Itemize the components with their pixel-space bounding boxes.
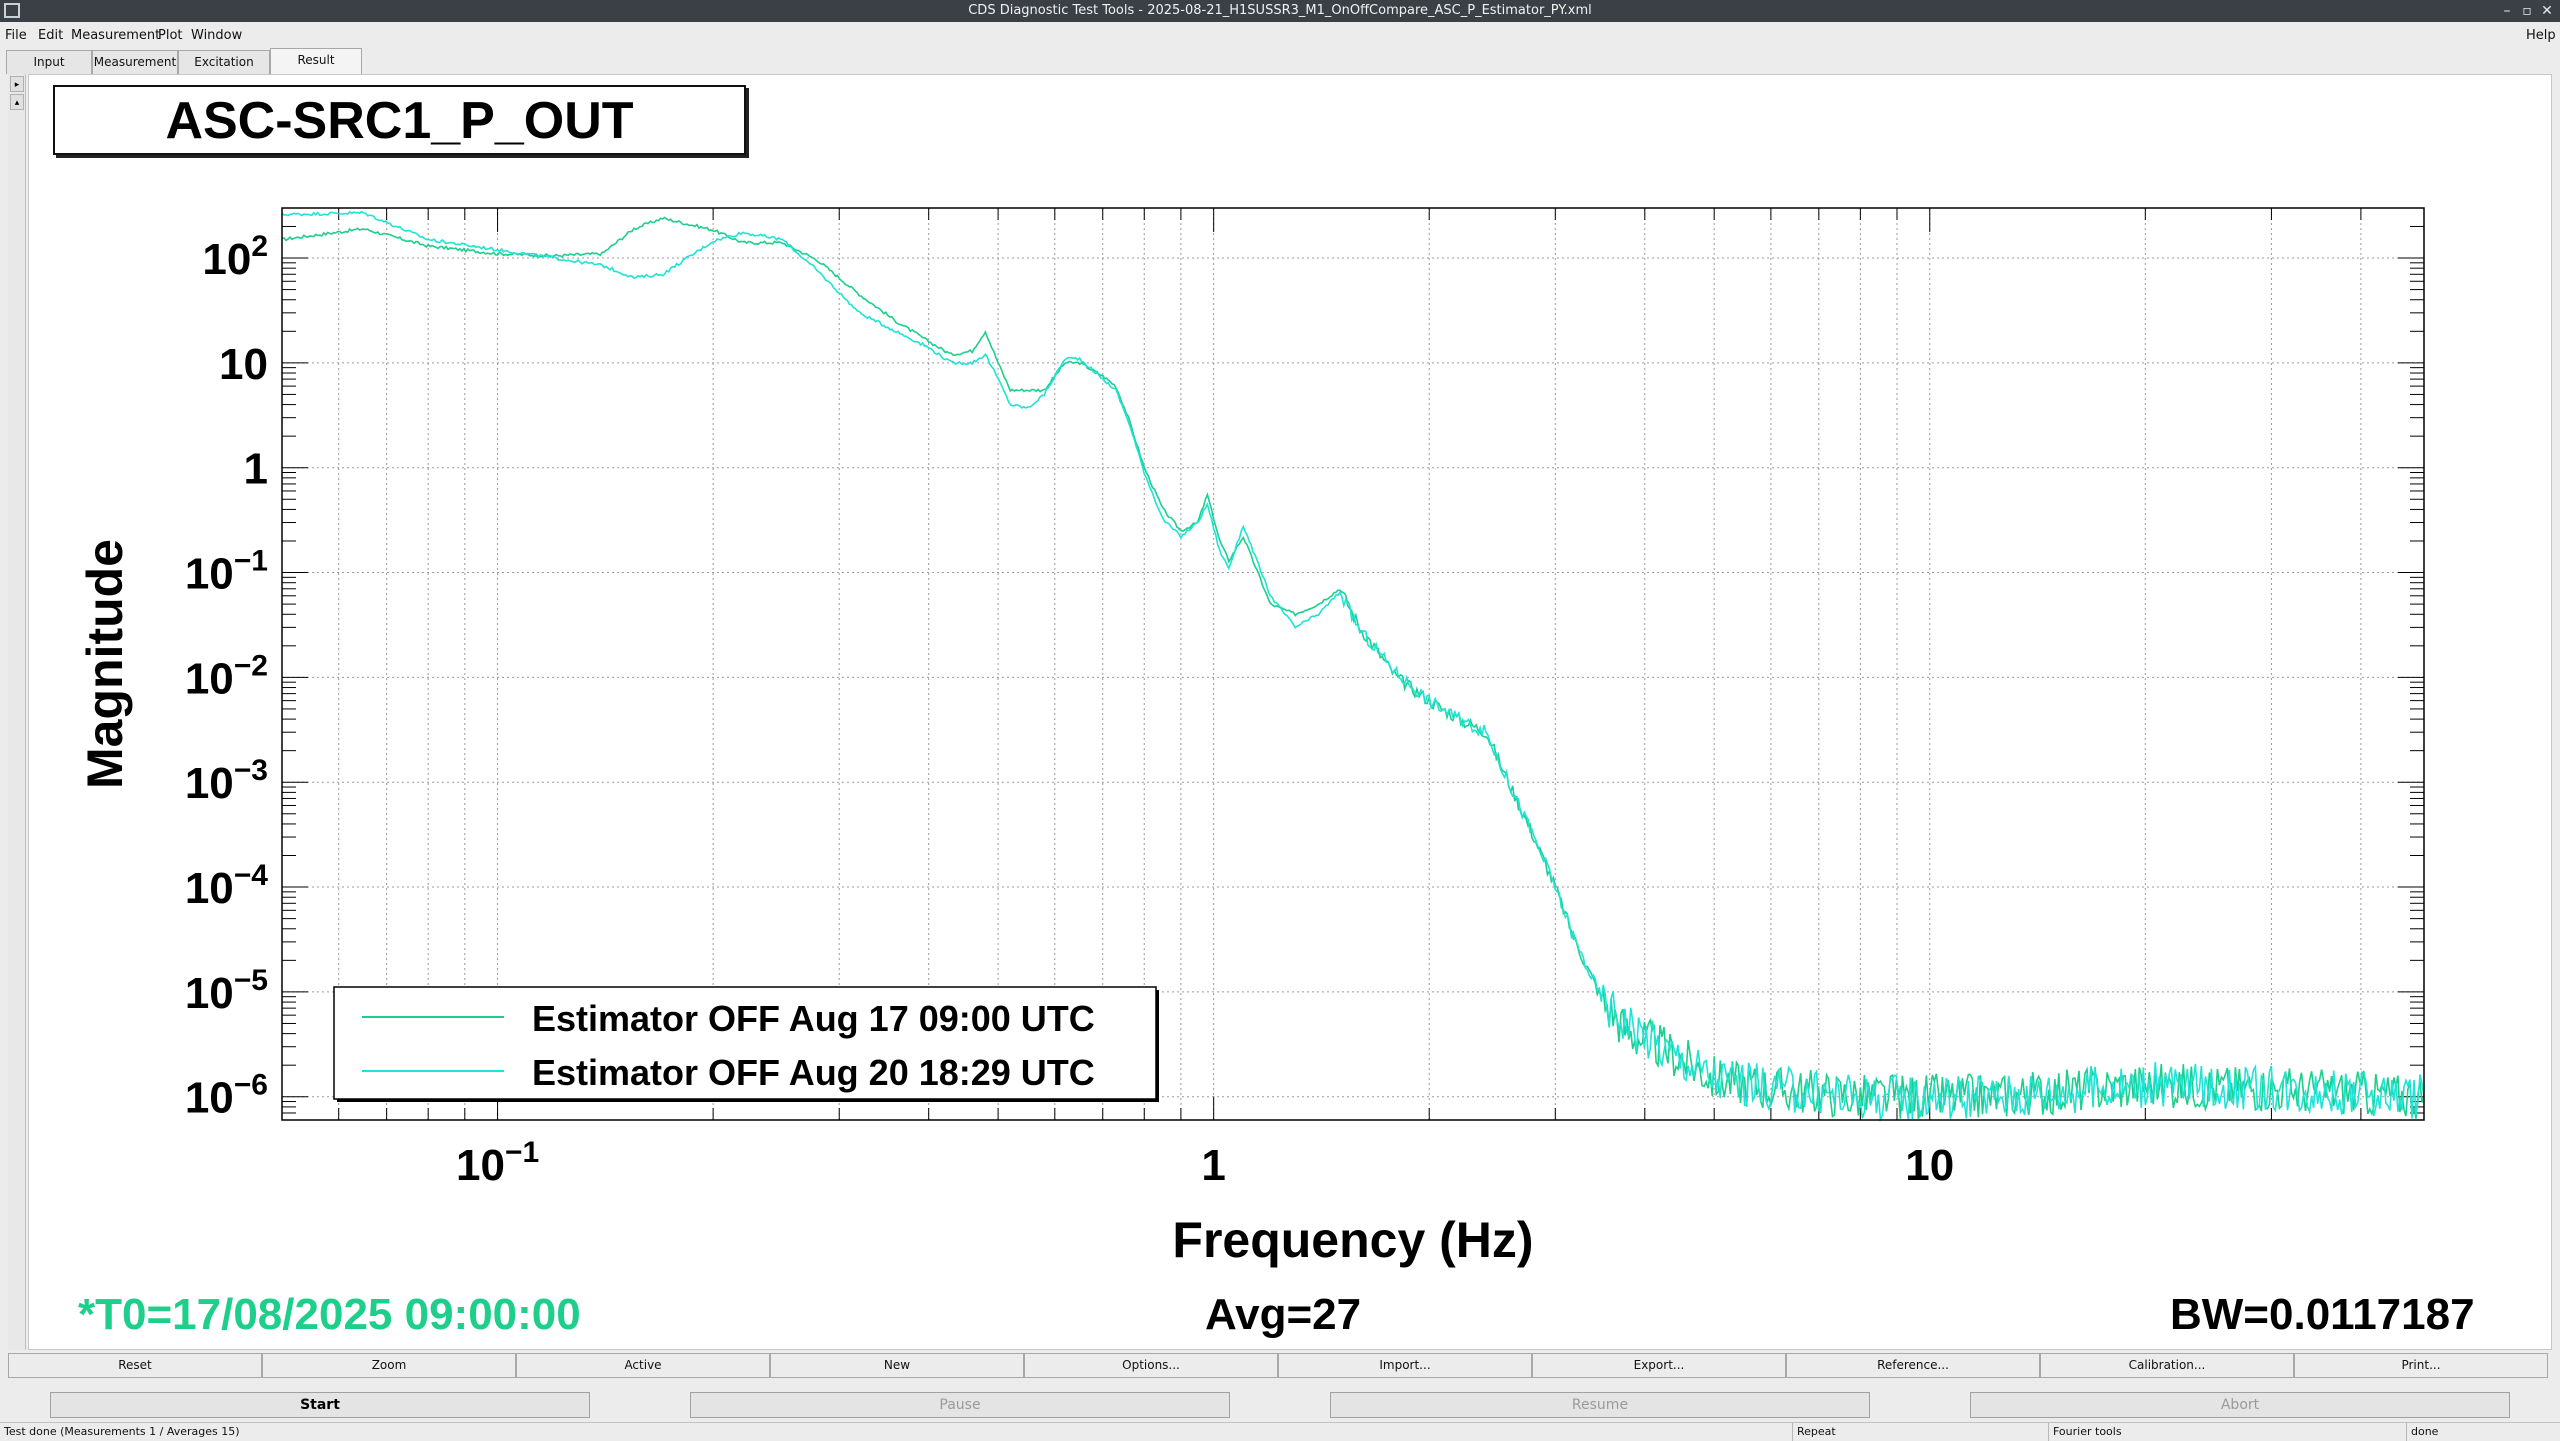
y-tick-label: 10 bbox=[219, 340, 268, 389]
scroll-right-arrow-icon[interactable]: ▸ bbox=[10, 76, 24, 92]
x-tick-label: 10−1 bbox=[456, 1136, 539, 1190]
status-tool: Fourier tools bbox=[2049, 1423, 2407, 1441]
y-tick-label: 1 bbox=[244, 445, 268, 494]
y-tick-label: 10−1 bbox=[185, 545, 268, 599]
chart-title: ASC-SRC1_P_OUT bbox=[165, 92, 634, 150]
new-button[interactable]: New bbox=[770, 1353, 1024, 1378]
x-tick-label: 10 bbox=[1905, 1141, 1954, 1190]
t0-label: *T0=17/08/2025 09:00:00 bbox=[78, 1290, 581, 1339]
window-title: CDS Diagnostic Test Tools - 2025-08-21_H… bbox=[968, 3, 1592, 18]
plot-canvas[interactable]: 10−1 1 10 102 10 1 10−1 10−2 10−3 10−4 10−5 10−6 Fre… bbox=[28, 74, 2552, 1350]
tab-excitation[interactable]: Excitation bbox=[178, 50, 270, 74]
app-icon bbox=[4, 3, 20, 18]
reference-button[interactable]: Reference... bbox=[1786, 1353, 2040, 1378]
menu-measurement[interactable]: Measurement bbox=[71, 28, 161, 43]
status-state: done bbox=[2411, 1425, 2439, 1438]
menu-bar: File Edit Measurement Plot Window Help bbox=[0, 22, 2560, 48]
series-trace-2 bbox=[281, 210, 2425, 1123]
plot-button-row: Reset Zoom Active New Options... Import.… bbox=[8, 1353, 2556, 1378]
menu-edit[interactable]: Edit bbox=[38, 28, 64, 43]
menu-window[interactable]: Window bbox=[191, 28, 243, 43]
zoom-button[interactable]: Zoom bbox=[262, 1353, 516, 1378]
reset-button[interactable]: Reset bbox=[8, 1353, 262, 1378]
status-message: Test done (Measurements 1 / Averages 15) bbox=[0, 1423, 1793, 1441]
tab-bar: Input Measurement Excitation Result bbox=[0, 48, 2560, 74]
y-tick-label: 10−2 bbox=[185, 649, 268, 703]
import-button[interactable]: Import... bbox=[1278, 1353, 1532, 1378]
y-tick-label: 10−4 bbox=[185, 859, 268, 913]
maximize-button[interactable]: ▫ bbox=[2522, 3, 2532, 19]
active-button[interactable]: Active bbox=[516, 1353, 770, 1378]
menu-file[interactable]: File bbox=[5, 28, 27, 43]
start-button[interactable]: Start bbox=[50, 1392, 590, 1418]
plot-frame bbox=[281, 207, 2425, 1121]
y-axis-label: Magnitude bbox=[77, 539, 133, 789]
legend-box bbox=[333, 986, 1157, 1100]
plot-area bbox=[282, 208, 2424, 1120]
print-button[interactable]: Print... bbox=[2294, 1353, 2548, 1378]
y-tick-label: 10−3 bbox=[185, 754, 268, 808]
series-trace-1 bbox=[281, 216, 2425, 1120]
minimize-button[interactable]: – bbox=[2503, 3, 2511, 19]
run-control-row: Start Pause Resume Abort bbox=[0, 1389, 2560, 1421]
status-mode: Repeat bbox=[1793, 1423, 2049, 1441]
close-button[interactable]: ✕ bbox=[2541, 3, 2553, 19]
tab-measurement[interactable]: Measurement bbox=[92, 50, 178, 74]
legend-label-2: Estimator OFF Aug 20 18:29 UTC bbox=[532, 1052, 1095, 1093]
y-tick-label: 10−6 bbox=[185, 1069, 268, 1123]
legend-label-1: Estimator OFF Aug 17 09:00 UTC bbox=[532, 998, 1095, 1039]
calibration-button[interactable]: Calibration... bbox=[2040, 1353, 2294, 1378]
abort-button[interactable]: Abort bbox=[1970, 1392, 2510, 1418]
x-axis-label: Frequency (Hz) bbox=[1172, 1212, 1533, 1268]
tab-input[interactable]: Input bbox=[6, 50, 92, 74]
menu-plot[interactable]: Plot bbox=[158, 28, 183, 43]
left-scroll-strip[interactable]: ▸ ▴ bbox=[8, 74, 26, 1350]
avg-label: Avg=27 bbox=[1205, 1290, 1362, 1339]
scroll-up-arrow-icon[interactable]: ▴ bbox=[10, 94, 24, 110]
resume-button[interactable]: Resume bbox=[1330, 1392, 1870, 1418]
export-button[interactable]: Export... bbox=[1532, 1353, 1786, 1378]
y-tick-label: 102 bbox=[202, 230, 268, 284]
x-tick-label: 1 bbox=[1201, 1141, 1225, 1190]
menu-help[interactable]: Help bbox=[2526, 28, 2556, 43]
chart-title-box: ASC-SRC1_P_OUT bbox=[53, 85, 746, 155]
bw-label: BW=0.0117187 bbox=[2170, 1290, 2475, 1339]
y-tick-label: 10−5 bbox=[185, 964, 268, 1018]
window-title-bar: CDS Diagnostic Test Tools - 2025-08-21_H… bbox=[0, 0, 2560, 22]
pause-button[interactable]: Pause bbox=[690, 1392, 1230, 1418]
tab-result[interactable]: Result bbox=[270, 48, 362, 74]
plot-svg[interactable]: 10−1 1 10 102 10 1 10−1 10−2 10−3 10−4 10−5 10−6 Fre… bbox=[29, 75, 2553, 1351]
options-button[interactable]: Options... bbox=[1024, 1353, 1278, 1378]
status-bar: Test done (Measurements 1 / Averages 15)… bbox=[0, 1422, 2560, 1441]
